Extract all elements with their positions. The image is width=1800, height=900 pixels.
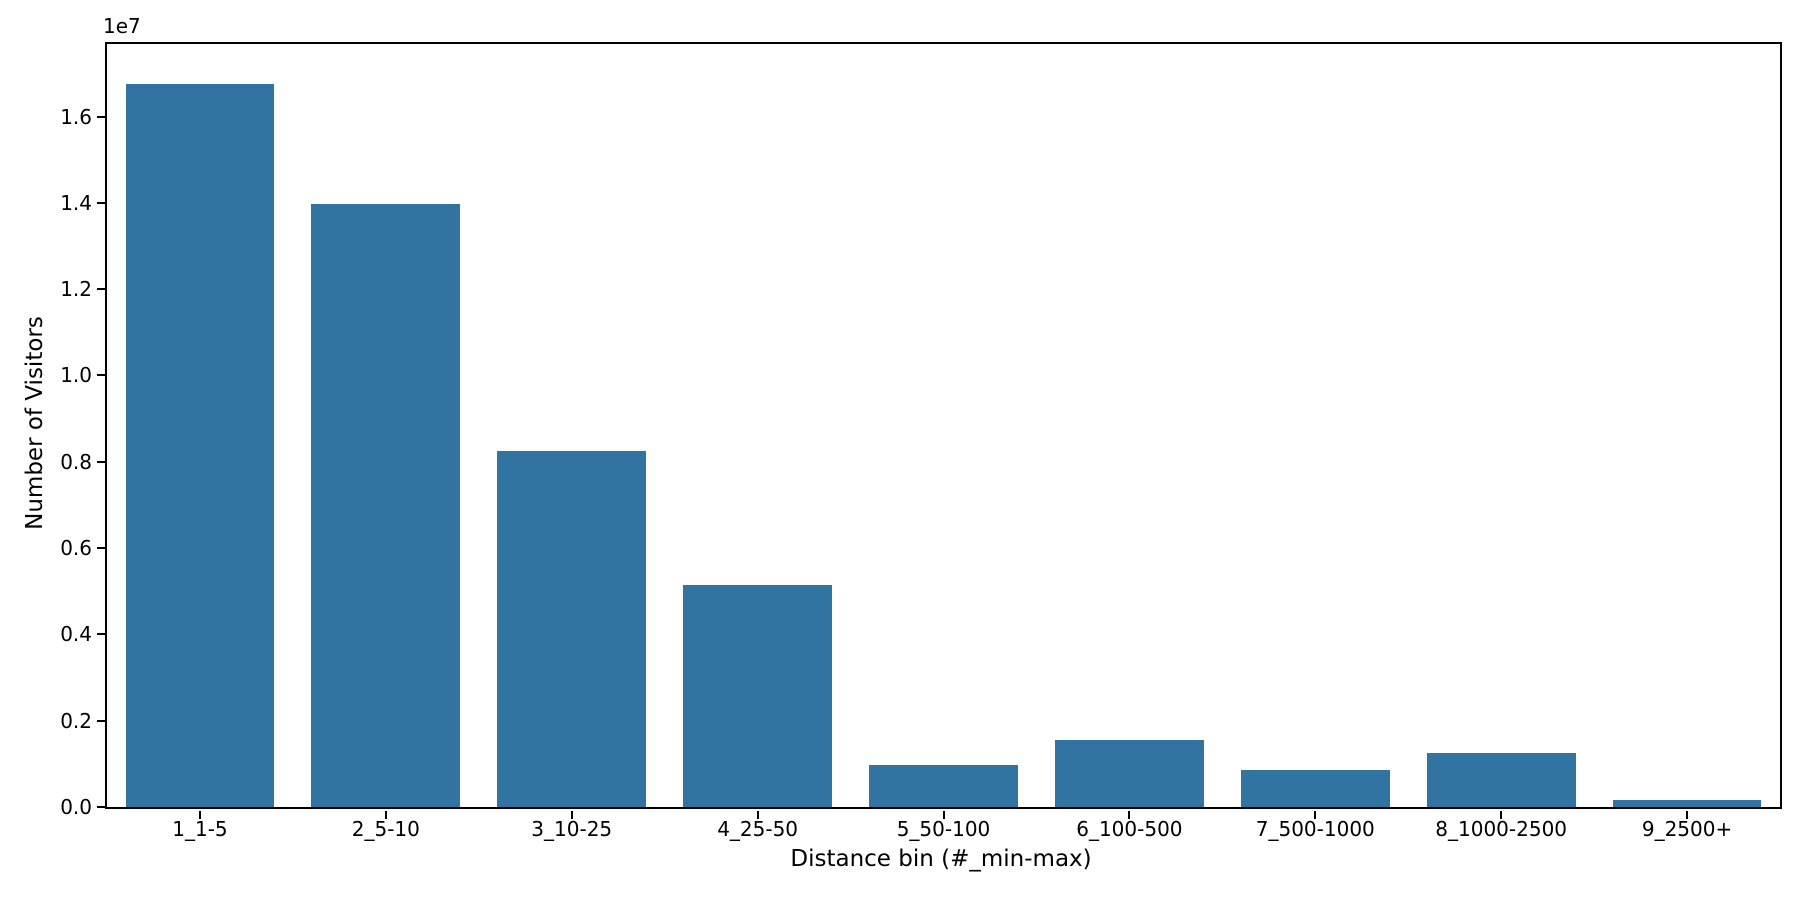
- x-tick-mark: [1686, 811, 1689, 819]
- y-tick-mark: [97, 374, 105, 377]
- y-tick-mark: [97, 460, 105, 463]
- x-tick-label: 3_10-25: [531, 817, 613, 841]
- y-tick-label: 0.4: [60, 622, 92, 647]
- y-tick-mark: [97, 288, 105, 291]
- x-tick-mark: [1128, 811, 1131, 819]
- y-tick-mark: [97, 115, 105, 118]
- bar-1_1-5: [125, 83, 275, 807]
- x-tick-label: 1_1-5: [172, 817, 228, 841]
- x-tick-label: 2_5-10: [351, 817, 420, 841]
- y-tick-label: 1.4: [60, 190, 92, 215]
- y-tick-label: 0.8: [60, 449, 92, 474]
- bar-9_2500+: [1612, 800, 1762, 807]
- x-tick-label: 9_2500+: [1641, 817, 1733, 841]
- y-tick-label: 1.2: [60, 277, 92, 302]
- x-tick-label: 7_500-1000: [1255, 817, 1375, 841]
- x-tick-mark: [756, 811, 759, 819]
- y-tick-label: 1.0: [60, 363, 92, 388]
- y-tick-mark: [97, 201, 105, 204]
- bar-8_1000-2500: [1426, 753, 1576, 807]
- y-axis-offset-text: 1e7: [103, 14, 141, 38]
- y-tick-mark: [97, 719, 105, 722]
- y-axis-label: Number of Visitors: [22, 316, 48, 530]
- bar-4_25-50: [683, 584, 832, 807]
- x-tick-mark: [1500, 811, 1503, 819]
- x-tick-label: 5_50-100: [896, 817, 991, 841]
- x-axis-label: Distance bin (#_min-max): [790, 846, 1092, 872]
- x-tick-mark: [942, 811, 945, 819]
- y-tick-mark: [97, 633, 105, 636]
- x-tick-mark: [570, 811, 573, 819]
- bar-6_100-500: [1055, 740, 1204, 807]
- x-tick-mark: [384, 811, 387, 819]
- y-tick-label: 1.6: [60, 104, 92, 129]
- bar-5_50-100: [869, 764, 1018, 807]
- plot-area: 1_1-5 2_5-10 3_10-25 4_25-50 5_50-100 6_100-5…: [60, 42, 1782, 841]
- bar-3_10-25: [497, 450, 647, 807]
- x-tick-label: 8_1000-2500: [1435, 817, 1568, 841]
- x-tick-mark: [198, 811, 201, 819]
- x-tick-label: 6_100-500: [1076, 817, 1183, 841]
- y-tick-label: 0.6: [60, 536, 92, 561]
- x-tick-label: 4_25-50: [717, 817, 799, 841]
- bar-7_500-1000: [1240, 769, 1390, 807]
- y-tick-label: 0.2: [60, 708, 92, 733]
- y-tick-mark: [97, 547, 105, 550]
- x-tick-mark: [1314, 811, 1317, 819]
- bar-2_5-10: [311, 204, 461, 807]
- y-tick-label: 0.0: [60, 795, 92, 819]
- y-tick-mark: [97, 806, 105, 808]
